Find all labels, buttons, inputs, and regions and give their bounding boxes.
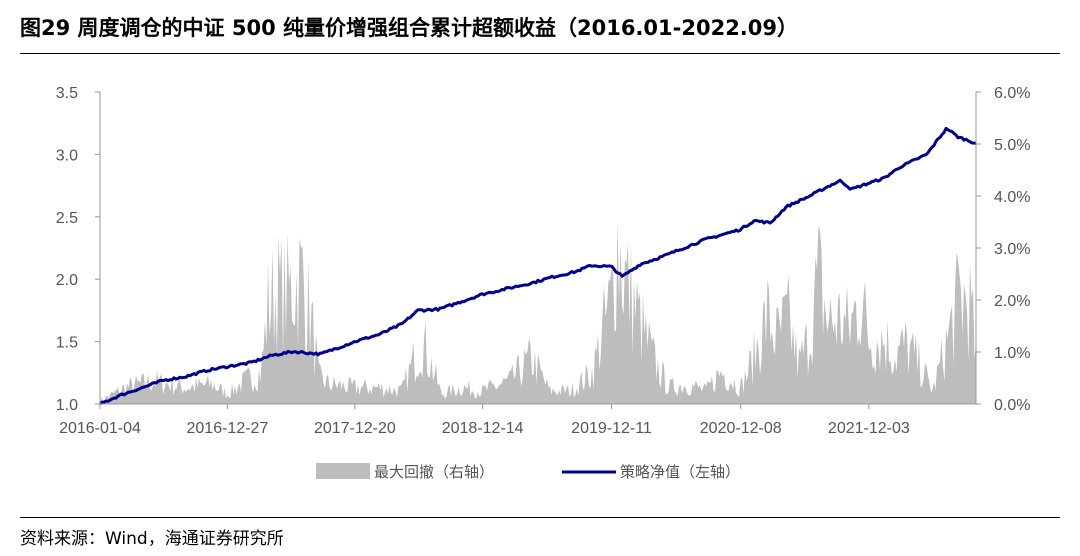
left-tick-label: 1.0 bbox=[56, 397, 78, 414]
left-tick-label: 2.0 bbox=[56, 272, 78, 289]
x-tick-label: 2021-12-03 bbox=[828, 420, 910, 437]
left-tick-label: 3.5 bbox=[56, 85, 78, 102]
left-tick-label: 1.5 bbox=[56, 335, 78, 352]
nav-line bbox=[98, 126, 977, 406]
legend-swatch-drawdown bbox=[316, 463, 370, 479]
right-tick-label: 1.0% bbox=[994, 345, 1030, 362]
source-note: 资料来源：Wind，海通证券研究所 bbox=[20, 529, 284, 549]
axis-layer: 1.0 1.5 2.0 2.5 3.0 3.5 0.0% 1.0% 2.0% 3.0% 4.0% 5.… bbox=[56, 85, 1031, 437]
chart-canvas: 1.0 1.5 2.0 2.5 3.0 3.5 0.0% 1.0% 2.0% 3.0% 4.0% 5.… bbox=[56, 85, 1031, 481]
right-tick-label: 6.0% bbox=[994, 85, 1030, 102]
x-tick-label: 2017-12-20 bbox=[314, 420, 396, 437]
right-tick-label: 4.0% bbox=[994, 189, 1030, 206]
source-rule bbox=[20, 517, 1060, 518]
drawdown-area-layer bbox=[100, 221, 976, 404]
drawdown-area bbox=[100, 221, 976, 404]
chart-title: 图29 周度调仓的中证 500 纯量价增强组合累计超额收益（2016.01-20… bbox=[20, 16, 799, 40]
x-tick-label: 2016-01-04 bbox=[59, 420, 141, 437]
x-tick-label: 2020-12-08 bbox=[700, 420, 782, 437]
x-tick-label: 2019-12-11 bbox=[571, 420, 652, 437]
right-tick-label: 3.0% bbox=[994, 241, 1030, 258]
legend: 最大回撤（右轴） 策略净值（左轴） bbox=[316, 463, 740, 481]
right-tick-label: 5.0% bbox=[994, 137, 1030, 154]
x-tick-label: 2018-12-14 bbox=[442, 420, 524, 437]
left-tick-label: 3.0 bbox=[56, 147, 78, 164]
title-rule bbox=[20, 53, 1060, 54]
nav-line-layer bbox=[98, 126, 977, 406]
x-tick-label: 2016-12-27 bbox=[187, 420, 269, 437]
right-tick-label: 0.0% bbox=[994, 397, 1030, 414]
right-tick-label: 2.0% bbox=[994, 293, 1030, 310]
legend-label-drawdown: 最大回撤（右轴） bbox=[374, 463, 494, 481]
left-tick-label: 2.5 bbox=[56, 210, 78, 227]
legend-label-nav: 策略净值（左轴） bbox=[620, 463, 740, 481]
